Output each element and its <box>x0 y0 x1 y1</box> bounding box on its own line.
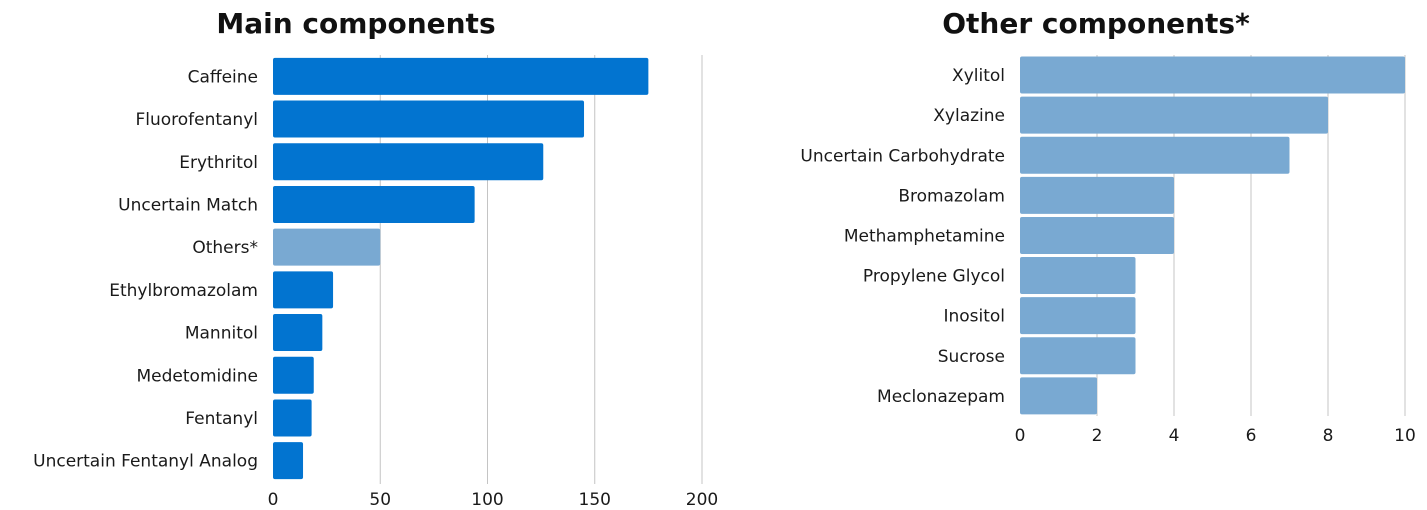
bar <box>273 185 475 223</box>
category-label: Propylene Glycol <box>863 267 1005 287</box>
bar <box>1020 377 1097 415</box>
chart-title: Other components* <box>942 7 1250 40</box>
x-tick-label: 2 <box>1092 426 1103 446</box>
bar <box>273 143 544 181</box>
x-tick-label: 150 <box>579 490 611 510</box>
category-label: Uncertain Match <box>118 195 258 215</box>
bar <box>1020 337 1136 375</box>
category-label: Bromazolam <box>898 186 1005 206</box>
bar <box>1020 56 1405 94</box>
category-label: Sucrose <box>938 347 1005 367</box>
bar <box>273 314 323 352</box>
x-tick-label: 200 <box>686 490 718 510</box>
category-label: Uncertain Carbohydrate <box>800 146 1005 166</box>
chart-other-components: Other components* Xylitol Xylazine Uncertai… <box>800 7 1415 446</box>
x-tick-label: 50 <box>369 490 391 510</box>
chart-main-components: Main components Caffeine Fluorofentanyl Ery… <box>33 7 718 510</box>
category-label: Ethylbromazolam <box>109 281 258 301</box>
bar <box>1020 216 1174 254</box>
x-tick-label: 100 <box>471 490 503 510</box>
category-label: Medetomidine <box>137 366 258 386</box>
category-label: Caffeine <box>188 67 258 87</box>
bar <box>1020 136 1290 174</box>
category-label: Fentanyl <box>185 409 258 429</box>
category-label: Uncertain Fentanyl Analog <box>33 452 258 472</box>
bar <box>273 100 585 138</box>
category-label: Erythritol <box>179 153 258 173</box>
x-tick-label: 8 <box>1323 426 1334 446</box>
bar <box>273 271 334 309</box>
category-label: Fluorofentanyl <box>135 110 258 130</box>
x-tick-label: 0 <box>268 490 279 510</box>
bar <box>1020 257 1136 295</box>
x-tick-label: 4 <box>1169 426 1180 446</box>
x-tick-label: 6 <box>1246 426 1257 446</box>
category-label: Meclonazepam <box>877 387 1005 407</box>
bar <box>273 442 304 480</box>
category-label: Inositol <box>943 307 1005 327</box>
category-label: Methamphetamine <box>844 226 1005 246</box>
bar <box>1020 297 1136 335</box>
category-label: Mannitol <box>185 324 258 344</box>
category-label: Others* <box>192 238 258 258</box>
chart-title: Main components <box>216 7 495 40</box>
category-label: Xylazine <box>933 106 1005 126</box>
bar <box>1020 176 1174 214</box>
bar <box>273 356 314 394</box>
bar <box>273 57 649 95</box>
bar <box>1020 96 1328 134</box>
category-label: Xylitol <box>952 66 1005 86</box>
x-tick-label: 0 <box>1015 426 1026 446</box>
bar <box>273 228 381 266</box>
x-tick-label: 10 <box>1394 426 1416 446</box>
bar <box>273 399 312 437</box>
